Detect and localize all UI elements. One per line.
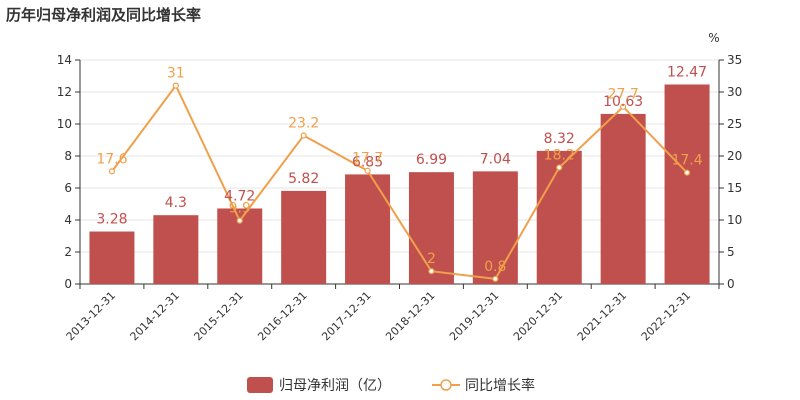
x-tick-label: 2019-12-31 (447, 289, 501, 343)
y-left-tick-label: 6 (64, 181, 72, 195)
y-left-tick-label: 12 (57, 85, 72, 99)
growth-point (172, 82, 179, 89)
bar (408, 172, 454, 284)
y-left-tick-label: 2 (64, 245, 72, 259)
growth-point (683, 169, 691, 176)
bar-value-label: 6.99 (416, 152, 447, 168)
growth-value-label: 2 (427, 251, 436, 267)
y-left-tick-label: 4 (64, 213, 72, 227)
bar-value-label: 12.47 (667, 64, 707, 80)
y-right-tick-label: 5 (727, 245, 735, 259)
bar (153, 215, 199, 284)
y-right-axis-label: % (708, 31, 719, 45)
bar (89, 231, 135, 284)
y-right-tick-label: 30 (727, 85, 742, 99)
growth-value-label: 31 (167, 66, 185, 82)
y-left-tick-label: 8 (64, 149, 72, 163)
y-left-tick-label: 10 (57, 117, 72, 131)
x-tick-label: 2013-12-31 (64, 289, 118, 343)
growth-value-label: 17.6 (96, 151, 127, 167)
x-tick-label: 2020-12-31 (511, 289, 565, 343)
y-right-tick-label: 15 (727, 181, 742, 195)
legend-label-line: 同比增长率 (465, 377, 535, 394)
bar-value-label: 3.28 (96, 212, 127, 228)
growth-value-label: 0.8 (484, 259, 506, 275)
bar-value-label: 4.72 (224, 188, 255, 204)
bar (472, 171, 518, 284)
growth-point (492, 275, 499, 282)
bar-value-label: 10.63 (603, 94, 643, 110)
bar-value-label: 8.32 (544, 131, 575, 147)
bar (600, 113, 646, 284)
x-tick-label: 2017-12-31 (319, 289, 373, 343)
growth-line (111, 83, 688, 280)
chart-title: 历年归母净利润及同比增长率 (6, 6, 202, 24)
growth-value-label: 9.9 (229, 201, 251, 217)
bar-value-label: 5.82 (288, 171, 319, 187)
x-tick-label: 2018-12-31 (383, 289, 437, 343)
growth-value-label: 18.2 (544, 148, 575, 164)
growth-point (300, 132, 307, 139)
y-right-tick-label: 35 (727, 53, 742, 67)
bar-value-label: 7.04 (480, 151, 511, 167)
legend-swatch-marker (440, 379, 452, 391)
x-tick-label: 2022-12-31 (639, 289, 693, 343)
growth-point (236, 217, 243, 224)
y-right-tick-label: 20 (727, 149, 742, 163)
x-tick-label: 2015-12-31 (191, 289, 245, 343)
growth-point (364, 167, 371, 174)
growth-value-label: 27.7 (608, 87, 639, 103)
bar (345, 174, 391, 284)
legend-label-bar: 归母净利润（亿） (279, 377, 391, 394)
growth-point (428, 268, 435, 275)
x-tick-label: 2014-12-31 (128, 289, 182, 343)
y-right-tick-label: 10 (727, 213, 742, 227)
x-tick-label: 2021-12-31 (575, 289, 629, 343)
bar (281, 190, 327, 284)
bar (664, 84, 710, 284)
growth-value-label: 23.2 (288, 116, 319, 132)
bar-value-label: 4.3 (165, 195, 187, 211)
y-right-tick-label: 0 (727, 277, 735, 291)
bar (536, 150, 582, 284)
growth-point (556, 164, 563, 171)
y-left-tick-label: 0 (64, 277, 72, 291)
y-left-tick-label: 14 (57, 53, 72, 67)
x-tick-label: 2016-12-31 (255, 289, 309, 343)
bar-value-label: 6.85 (352, 154, 383, 170)
growth-point (108, 168, 116, 175)
legend-swatch-bar (247, 377, 273, 393)
growth-point (620, 103, 627, 110)
growth-value-label: 17.4 (671, 153, 702, 169)
y-right-tick-label: 25 (727, 117, 742, 131)
growth-value-label: 17.7 (352, 151, 383, 167)
